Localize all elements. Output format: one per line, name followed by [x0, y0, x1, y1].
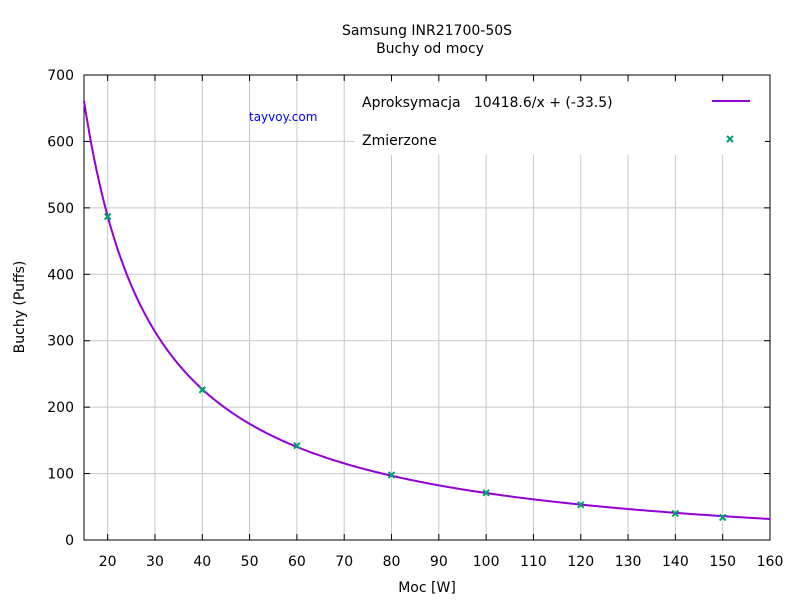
- data-point: [671, 509, 680, 518]
- x-tick-label: 50: [241, 554, 259, 570]
- x-tick-label: 120: [567, 554, 594, 570]
- x-tick-label: 140: [662, 554, 689, 570]
- data-point: [387, 471, 396, 479]
- x-tick-label: 160: [757, 554, 784, 570]
- y-tick-label: 400: [47, 267, 74, 283]
- data-point: [293, 441, 301, 450]
- y-tick-label: 0: [65, 533, 74, 549]
- x-tick-label: 70: [335, 554, 353, 570]
- legend-label-measured: Zmierzone: [362, 133, 437, 149]
- data-point: [482, 489, 490, 497]
- plot-frame: [83, 74, 771, 541]
- x-tick-label: 110: [520, 554, 547, 570]
- series-layer: [83, 100, 771, 522]
- y-tick-label: 200: [47, 400, 74, 416]
- y-tick-label: 500: [47, 201, 74, 217]
- x-tick-label: 30: [146, 554, 164, 570]
- y-tick-label: 700: [47, 68, 74, 84]
- chart-title: Samsung INR21700-50S: [342, 23, 512, 39]
- x-tick-label: 60: [288, 554, 306, 570]
- y-tick-label: 600: [47, 134, 74, 150]
- x-axis-label: Moc [W]: [398, 580, 456, 596]
- data-point: [718, 513, 727, 522]
- data-point: [198, 386, 206, 394]
- data-point: [103, 212, 112, 221]
- y-tick-label: 100: [47, 467, 74, 483]
- x-tick-label: 80: [383, 554, 401, 570]
- fit-curve: [83, 100, 771, 520]
- watermark: tayvoy.com: [249, 110, 317, 124]
- x-tick-label: 40: [193, 554, 211, 570]
- x-tick-label: 100: [473, 554, 500, 570]
- y-tick-label: 300: [47, 334, 74, 350]
- chart-subtitle: Buchy od mocy: [376, 41, 484, 57]
- legend-label-fit: Aproksymacja 10418.6/x + (-33.5): [362, 95, 613, 111]
- x-tick-label: 130: [615, 554, 642, 570]
- axis-ticks: 20 30 40 50 60 70 80 90 100 110 120 130 140 150 160 0 10…: [47, 68, 783, 570]
- legend: Aproksymacja 10418.6/x + (-33.5) Zmierzo…: [362, 95, 750, 149]
- x-tick-label: 20: [99, 554, 117, 570]
- legend-swatch-measured: [726, 135, 734, 143]
- x-tick-label: 150: [709, 554, 736, 570]
- legend-background: [355, 83, 765, 155]
- y-axis-label: Buchy (Puffs): [12, 261, 28, 354]
- legend-marker-measured: [726, 135, 734, 143]
- data-point: [577, 501, 585, 509]
- x-tick-label: 90: [430, 554, 448, 570]
